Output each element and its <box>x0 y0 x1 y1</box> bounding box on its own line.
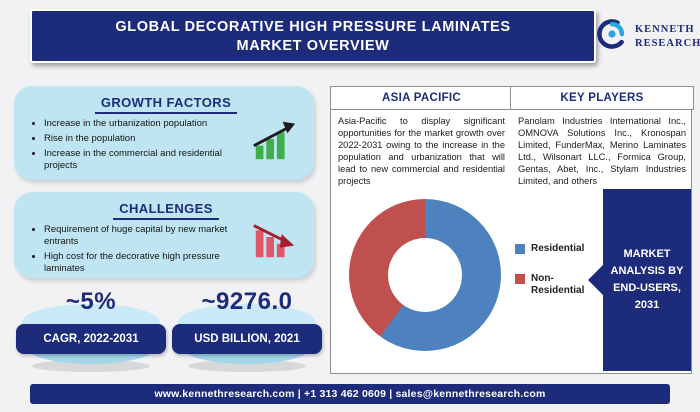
non-residential-swatch-icon <box>515 274 525 284</box>
contact-footer-text: www.kennethresearch.com | +1 313 462 060… <box>154 388 546 400</box>
stat-market-size: ~9276.0 USD BILLION, 2021 <box>172 288 322 376</box>
stat-market-size-label: USD BILLION, 2021 <box>172 324 322 354</box>
growth-factor-item: Increase in the commercial and residenti… <box>44 148 253 172</box>
rising-bar-chart-icon <box>250 119 298 166</box>
residential-swatch-icon <box>515 244 525 254</box>
legend-item-non-residential: Non-Residential <box>515 273 597 297</box>
stat-cagr-value: ~5% <box>65 288 117 315</box>
challenge-item: Requirement of huge capital by new marke… <box>44 224 253 248</box>
growth-factor-item: Rise in the population <box>44 133 253 145</box>
regional-analysis-box: ASIA PACIFIC Asia-Pacific to display sig… <box>330 86 694 374</box>
chart-legend: Residential Non-Residential <box>515 243 597 297</box>
key-players-column: KEY PLAYERS Panolam Industries Internati… <box>510 86 694 192</box>
page-title-line2: MARKET OVERVIEW <box>236 37 390 54</box>
asia-pacific-column: ASIA PACIFIC Asia-Pacific to display sig… <box>330 86 513 192</box>
asia-pacific-header: ASIA PACIFIC <box>330 86 513 110</box>
key-players-header: KEY PLAYERS <box>510 86 694 110</box>
brand-name-line2: RESEARCH <box>635 37 700 49</box>
legend-label-residential: Residential <box>531 243 585 254</box>
stat-cagr: ~5% CAGR, 2022-2031 <box>16 288 166 376</box>
market-analysis-ribbon: MARKET ANALYSIS BY END-USERS, 2031 <box>588 189 691 371</box>
contact-footer-bar: www.kennethresearch.com | +1 313 462 060… <box>30 384 670 404</box>
market-analysis-ribbon-text: MARKET ANALYSIS BY END-USERS, 2031 <box>610 247 684 312</box>
legend-label-non-residential: Non-Residential <box>531 273 585 296</box>
cylinder-shadow <box>32 360 150 372</box>
legend-item-residential: Residential <box>515 243 597 255</box>
growth-factors-panel: GROWTH FACTORS Increase in the urbanizat… <box>14 86 314 180</box>
stat-cagr-label: CAGR, 2022-2031 <box>16 324 166 354</box>
stat-market-size-cylinder: USD BILLION, 2021 <box>172 304 322 376</box>
challenges-panel: CHALLENGES Requirement of huge capital b… <box>14 192 314 278</box>
cylinder-shadow <box>188 360 306 372</box>
stat-cagr-cylinder: CAGR, 2022-2031 <box>16 304 166 376</box>
kenneth-research-logo-icon <box>594 16 630 57</box>
challenges-list: Requirement of huge capital by new marke… <box>28 224 253 275</box>
stat-market-size-value: ~9276.0 <box>201 288 293 315</box>
growth-factors-list: Increase in the urbanization population … <box>28 118 253 172</box>
growth-factor-item: Increase in the urbanization population <box>44 118 253 130</box>
challenge-item: High cost for the decorative high pressu… <box>44 251 253 275</box>
donut-chart <box>349 199 501 351</box>
page-title-banner: GLOBAL DECORATIVE HIGH PRESSURE LAMINATE… <box>30 9 596 63</box>
asia-pacific-text: Asia-Pacific to display significant oppo… <box>338 116 505 187</box>
brand-name: KENNETH RESEARCH <box>635 23 700 49</box>
brand-logo: KENNETH RESEARCH <box>594 16 700 57</box>
brand-name-line1: KENNETH <box>635 24 695 36</box>
challenges-title: CHALLENGES <box>28 200 304 220</box>
key-players-text: Panolam Industries International Inc., O… <box>518 116 686 187</box>
growth-factors-title: GROWTH FACTORS <box>28 94 304 114</box>
page-title-line1: GLOBAL DECORATIVE HIGH PRESSURE LAMINATE… <box>115 18 511 35</box>
falling-bar-chart-icon <box>250 217 298 264</box>
